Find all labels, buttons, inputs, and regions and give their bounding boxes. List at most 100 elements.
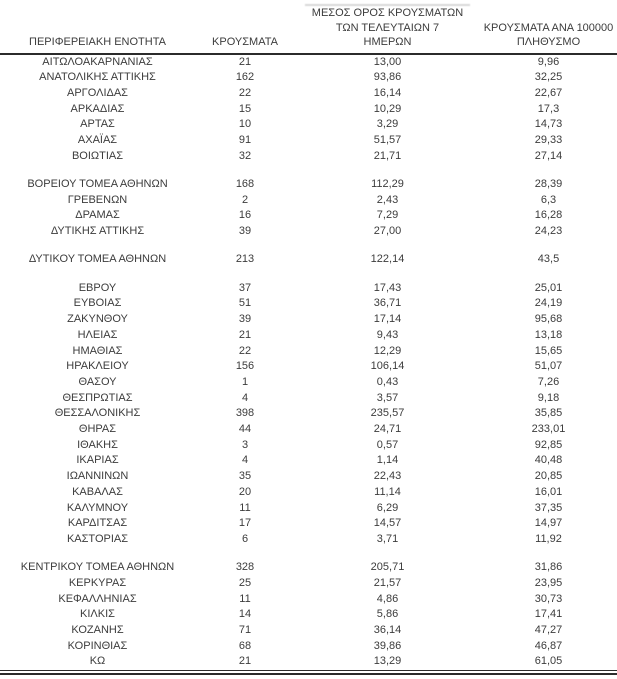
cases-cell: 398 (235, 407, 255, 420)
column-header-line: ΠΕΡΙΦΕΡΕΙΑΚΗ ΕΝΟΤΗΤΑ (29, 36, 166, 48)
region-cell: ΑΡΚΑΔΙΑΣ (70, 102, 125, 115)
avg7-cell: 205,71 (370, 561, 405, 574)
region-cell: ΙΩΑΝΝΙΝΩΝ (66, 470, 129, 483)
table-row: ΖΑΚΥΝΘΟΥ 39 17,14 95,68 (0, 312, 617, 328)
per100k-cell: 40,48 (534, 454, 563, 467)
table-row: ΑΙΤΩΛΟΑΚΑΡΝΑΝΙΑΣ 21 13,00 9,96 (0, 54, 617, 71)
table-row: ΚΩ 21 13,29 61,05 (0, 654, 617, 670)
cases-cell: 44 (238, 423, 252, 436)
table-row: ΘΕΣΠΡΩΤΙΑΣ 4 3,57 9,18 (0, 391, 617, 407)
cropped-text-artifact (305, 4, 470, 6)
region-cell: ΚΑΣΤΟΡΙΑΣ (66, 532, 129, 545)
cases-cell: 14 (238, 608, 252, 621)
avg7-cell: 11,14 (374, 485, 401, 498)
per100k-cell: 31,86 (534, 561, 563, 574)
per100k-cell: 17,3 (537, 102, 560, 115)
table-row: ΚΕΝΤΡΙΚΟΥ ΤΟΜΕΑ ΑΘΗΝΩΝ 328 205,71 31,86 (0, 560, 617, 576)
table-row: ΙΘΑΚΗΣ 3 0,57 92,85 (0, 438, 617, 454)
column-header-line: ΚΡΟΥΣΜΑΤΑ (212, 36, 278, 48)
avg7-cell: 0,57 (376, 438, 399, 451)
per100k-cell: 6,3 (540, 193, 557, 206)
region-cell: ΘΕΣΣΑΛΟΝΙΚΗΣ (54, 407, 141, 420)
table-row: ΗΛΕΙΑΣ 21 9,43 13,18 (0, 328, 617, 344)
region-cell: ΚΑΡΔΙΤΣΑΣ (67, 517, 128, 530)
cases-cell: 11 (239, 592, 251, 605)
per100k-cell: 15,65 (534, 344, 563, 357)
region-cell: ΙΚΑΡΙΑΣ (76, 454, 119, 467)
cases-cell: 51 (238, 297, 252, 310)
cases-cell: 20 (238, 485, 252, 498)
per100k-cell: 22,67 (534, 86, 563, 99)
per100k-cell: 9,96 (537, 55, 560, 68)
avg7-cell: 27,00 (373, 225, 402, 238)
cases-cell: 22 (238, 86, 252, 99)
column-header-line: ΚΡΟΥΣΜΑΤΑ ΑΝΑ 100000 (483, 21, 614, 34)
table-row: ΕΒΡΟΥ 37 17,43 25,01 (0, 281, 617, 297)
cases-cell: 2 (241, 193, 249, 206)
region-cell: ΚΩ (89, 655, 106, 668)
cases-cell: 15 (238, 102, 252, 115)
per100k-cell: 47,27 (534, 624, 563, 637)
cases-cell: 37 (238, 281, 252, 294)
spacer-row (0, 548, 617, 561)
region-cell: ΒΟΙΩΤΙΑΣ (71, 149, 124, 162)
table-body: ΑΙΤΩΛΟΑΚΑΡΝΑΝΙΑΣ 21 13,00 9,96 ΑΝΑΤΟΛΙΚΗΣ ΑΤ… (0, 54, 617, 671)
per100k-cell: 16,28 (534, 209, 563, 222)
cases-cell: 4 (241, 454, 249, 467)
per100k-cell: 14,97 (534, 517, 563, 530)
region-cell: ΗΜΑΘΙΑΣ (72, 344, 123, 357)
table-row: ΚΟΖΑΝΗΣ 71 36,14 47,27 (0, 623, 617, 639)
avg7-cell: 6,29 (376, 501, 399, 514)
cases-cell: 328 (235, 561, 255, 574)
table-row: ΙΩΑΝΝΙΝΩΝ 35 22,43 20,85 (0, 469, 617, 485)
col-header-avg7: ΜΕΣΟΣ ΟΡΟΣ ΚΡΟΥΣΜΑΤΩΝ ΤΩΝ ΤΕΛΕΥΤΑΙΩΝ 7 ΗΜΕ… (295, 6, 480, 55)
table-row: ΘΗΡΑΣ 44 24,71 233,01 (0, 422, 617, 438)
per100k-cell: 43,5 (537, 253, 560, 266)
avg7-cell: 2,43 (376, 193, 399, 206)
per100k-cell: 95,68 (534, 313, 563, 326)
avg7-cell: 24,71 (373, 423, 402, 436)
per100k-cell: 233,01 (531, 423, 566, 436)
column-header-line: ΜΕΣΟΣ ΟΡΟΣ ΚΡΟΥΣΜΑΤΩΝ (311, 7, 464, 19)
cases-cell: 17 (238, 517, 252, 530)
table-row: ΒΟΙΩΤΙΑΣ 32 21,71 27,14 (0, 149, 617, 165)
cases-cell: 4 (241, 391, 249, 404)
table-row: ΚΙΛΚΙΣ 14 5,86 17,41 (0, 607, 617, 623)
table-row: ΚΟΡΙΝΘΙΑΣ 68 39,86 46,87 (0, 639, 617, 655)
region-cell: ΔΡΑΜΑΣ (75, 209, 120, 222)
avg7-cell: 21,71 (373, 149, 402, 162)
cases-cell: 68 (238, 639, 252, 652)
per100k-cell: 25,01 (534, 281, 563, 294)
per100k-cell: 17,41 (534, 608, 563, 621)
per100k-cell: 13,18 (534, 328, 563, 341)
table-row: ΘΑΣΟΥ 1 0,43 7,26 (0, 375, 617, 391)
avg7-cell: 9,43 (376, 328, 399, 341)
cases-cell: 32 (238, 149, 252, 162)
region-cell: ΚΕΦΑΛΛΗΝΙΑΣ (58, 592, 137, 605)
table-row: ΚΑΡΔΙΤΣΑΣ 17 14,57 14,97 (0, 516, 617, 532)
bottom-double-rule (0, 670, 617, 676)
avg7-cell: 3,71 (376, 532, 399, 545)
avg7-cell: 7,29 (376, 209, 399, 222)
avg7-cell: 36,14 (373, 624, 402, 637)
region-cell: ΑΡΤΑΣ (80, 118, 115, 131)
cases-cell: 21 (238, 55, 252, 68)
header-row: ΠΕΡΙΦΕΡΕΙΑΚΗ ΕΝΟΤΗΤΑ ΚΡΟΥΣΜΑΤΑ ΜΕΣΟΣ ΟΡΟ… (0, 6, 617, 55)
region-cell: ΚΙΛΚΙΣ (80, 608, 115, 621)
region-cell: ΙΘΑΚΗΣ (77, 438, 118, 451)
table-header: ΠΕΡΙΦΕΡΕΙΑΚΗ ΕΝΟΤΗΤΑ ΚΡΟΥΣΜΑΤΑ ΜΕΣΟΣ ΟΡΟ… (0, 6, 617, 55)
region-cell: ΕΥΒΟΙΑΣ (73, 297, 122, 310)
per100k-cell: 32,25 (534, 71, 563, 84)
spacer-row (0, 268, 617, 281)
per100k-cell: 28,39 (534, 178, 563, 191)
table-row: ΚΑΣΤΟΡΙΑΣ 6 3,71 11,92 (0, 532, 617, 548)
table-row: ΚΑΒΑΛΑΣ 20 11,14 16,01 (0, 485, 617, 501)
avg7-cell: 16,14 (373, 86, 402, 99)
region-cell: ΑΡΓΟΛΙΔΑΣ (67, 86, 128, 99)
avg7-cell: 39,86 (373, 639, 402, 652)
region-cell: ΚΑΒΑΛΑΣ (72, 485, 123, 498)
cases-cell: 11 (239, 501, 251, 514)
cases-cell: 3 (241, 438, 249, 451)
cases-cell: 16 (238, 209, 252, 222)
